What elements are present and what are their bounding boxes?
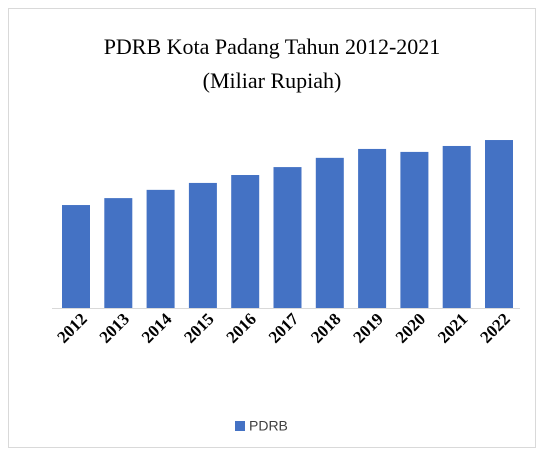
bar [400, 151, 429, 308]
chart-subtitle: (Miliar Rupiah) [203, 68, 342, 93]
bar [315, 157, 344, 308]
bar [146, 189, 175, 308]
legend-swatch [235, 421, 245, 431]
bar [273, 167, 302, 308]
bar [442, 145, 471, 308]
chart-title: PDRB Kota Padang Tahun 2012-2021 [104, 34, 441, 59]
bar [358, 148, 387, 308]
bar [188, 182, 217, 308]
bar [231, 175, 260, 308]
bar [62, 205, 90, 308]
legend-label: PDRB [249, 418, 288, 434]
bar [104, 198, 133, 308]
bar [485, 140, 513, 308]
